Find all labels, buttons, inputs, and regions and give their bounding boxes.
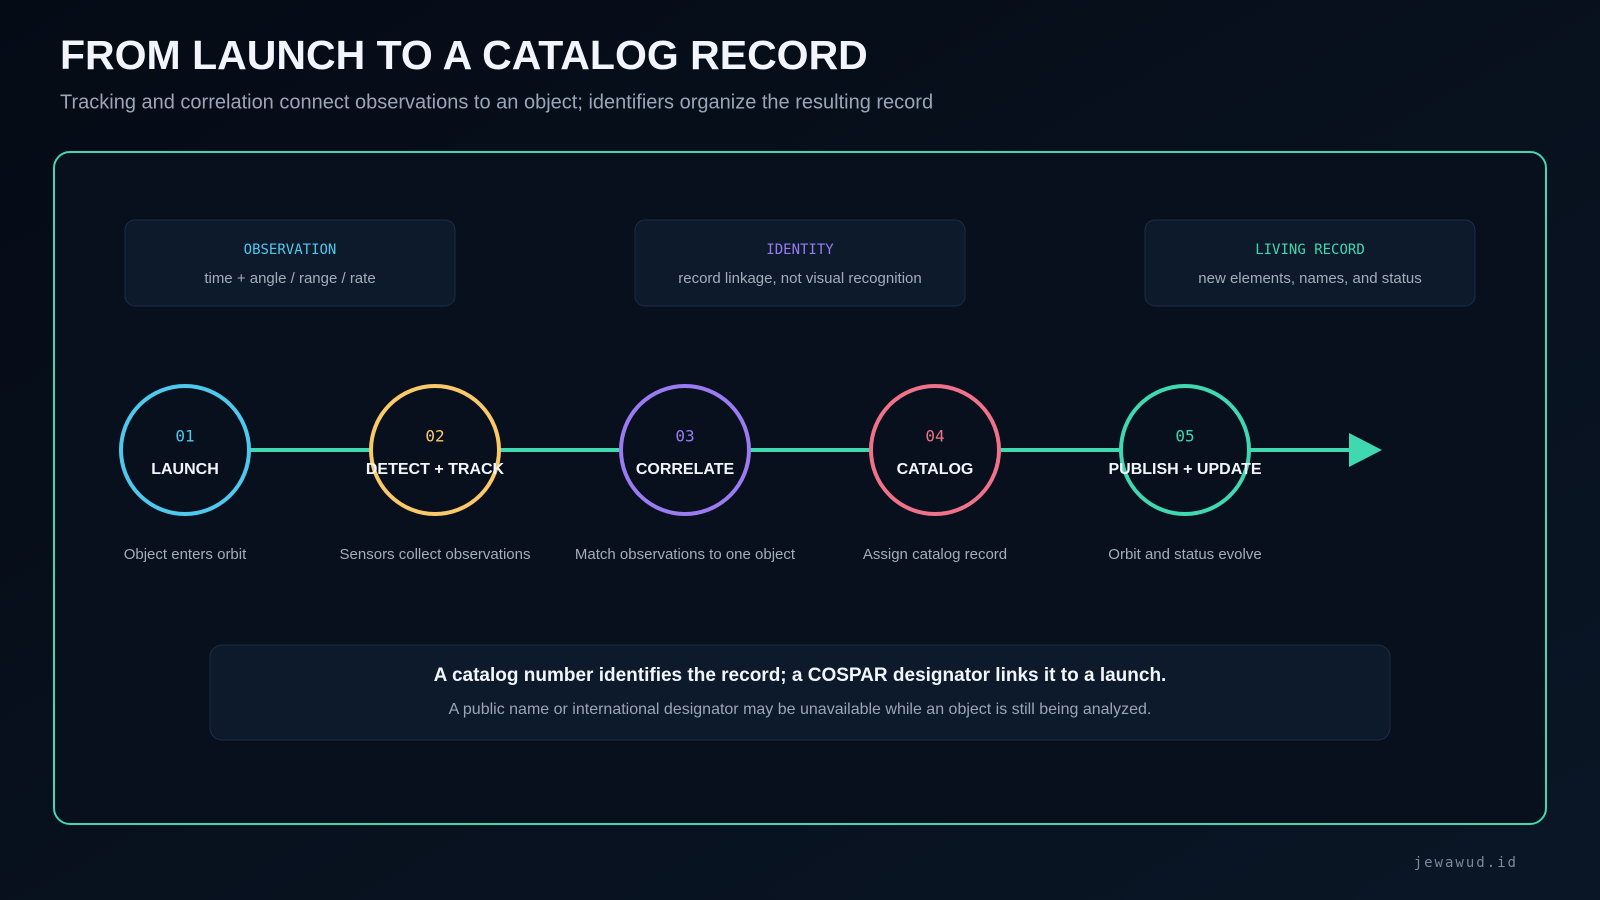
tag-label: LIVING RECORD bbox=[1255, 242, 1365, 258]
step-caption: Orbit and status evolve bbox=[1108, 546, 1261, 563]
credit: jewawud.id bbox=[1414, 855, 1518, 871]
step-number: 02 bbox=[425, 427, 444, 446]
tag-box bbox=[634, 219, 966, 307]
note-title: A catalog number identifies the record; … bbox=[434, 665, 1167, 686]
tag-box bbox=[1144, 219, 1476, 307]
subtitle: Tracking and correlation connect observa… bbox=[60, 91, 933, 113]
tag-text: new elements, names, and status bbox=[1198, 270, 1421, 287]
tag-box bbox=[124, 219, 456, 307]
arrow-head bbox=[1349, 433, 1382, 467]
tag-label: IDENTITY bbox=[766, 242, 834, 258]
tag-text: record linkage, not visual recognition bbox=[678, 270, 921, 287]
step-number: 04 bbox=[925, 427, 944, 446]
step-caption: Sensors collect observations bbox=[340, 546, 531, 563]
step-label: CORRELATE bbox=[636, 461, 735, 478]
step-number: 01 bbox=[175, 427, 194, 446]
title: FROM LAUNCH TO A CATALOG RECORD bbox=[60, 32, 868, 78]
tag-text: time + angle / range / rate bbox=[204, 270, 375, 287]
step-circle bbox=[869, 384, 1001, 516]
step-circle bbox=[369, 384, 501, 516]
step-label: LAUNCH bbox=[151, 461, 219, 478]
note-box bbox=[209, 644, 1391, 741]
step-caption: Assign catalog record bbox=[863, 546, 1007, 563]
step-circle bbox=[1119, 384, 1251, 516]
step-label: DETECT + TRACK bbox=[366, 461, 505, 478]
step-caption: Match observations to one object bbox=[575, 546, 796, 563]
step-number: 03 bbox=[675, 427, 694, 446]
tag-label: OBSERVATION bbox=[244, 242, 337, 258]
step-circle bbox=[619, 384, 751, 516]
step-caption: Object enters orbit bbox=[124, 546, 247, 563]
step-label: CATALOG bbox=[897, 461, 974, 478]
note-text: A public name or international designato… bbox=[449, 701, 1152, 718]
step-number: 05 bbox=[1175, 427, 1194, 446]
step-circle bbox=[119, 384, 251, 516]
step-label: PUBLISH + UPDATE bbox=[1108, 461, 1261, 478]
